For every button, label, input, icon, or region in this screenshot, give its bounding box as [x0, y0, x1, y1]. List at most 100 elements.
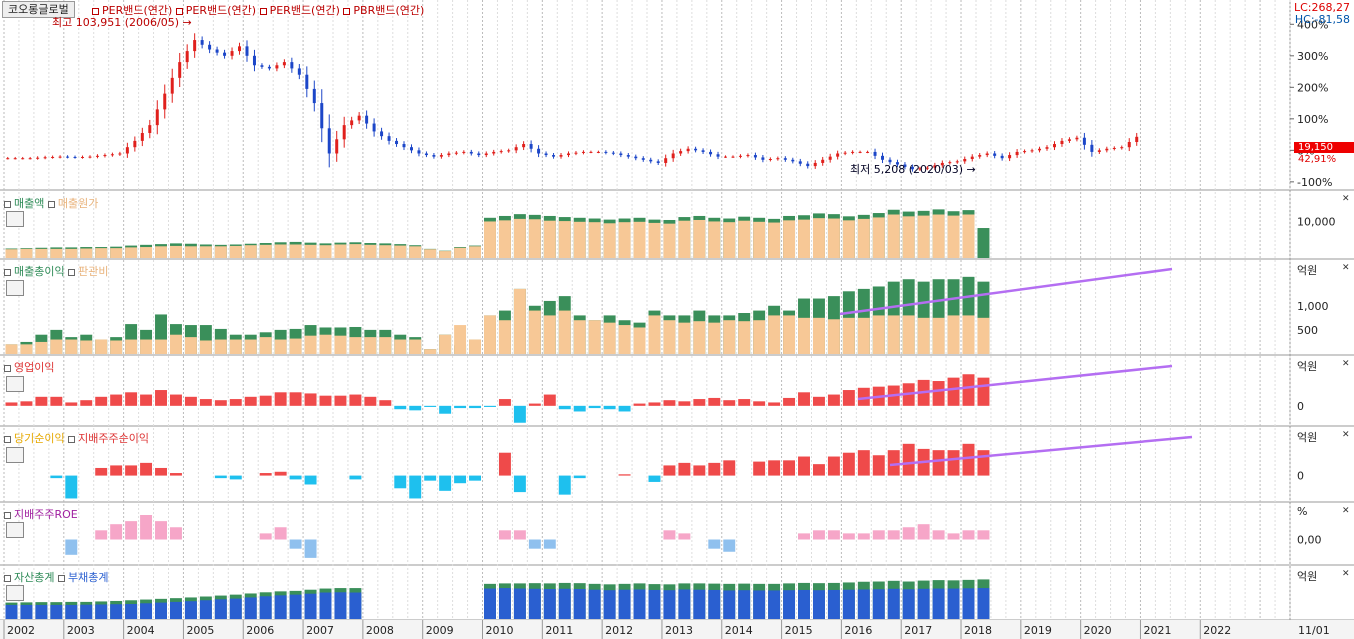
- op-bar: [274, 392, 287, 406]
- candle: [1015, 151, 1019, 156]
- candle: [252, 55, 256, 66]
- close-icon[interactable]: ✕: [1342, 194, 1350, 204]
- sales-bar: [229, 245, 242, 258]
- candle: [843, 152, 847, 154]
- op-bar: [768, 402, 781, 406]
- op-bar: [214, 400, 227, 406]
- chart-type-icon[interactable]: [6, 280, 24, 296]
- band-label-4[interactable]: PBR밴드(연간): [353, 4, 425, 17]
- gross-bar: [155, 339, 167, 354]
- net-bar: [214, 475, 227, 479]
- gross-bar: [753, 320, 766, 354]
- candle: [626, 155, 630, 157]
- legend-roe[interactable]: 지배주주ROE: [14, 508, 78, 521]
- op-bar: [708, 397, 721, 406]
- candle: [477, 153, 481, 156]
- candle: [267, 66, 271, 69]
- band-label-3[interactable]: PER밴드(연간): [269, 4, 340, 17]
- chart-type-icon[interactable]: [6, 447, 24, 463]
- candle: [634, 156, 638, 159]
- roe-bar: [155, 521, 167, 540]
- legend-sga[interactable]: 판관비: [78, 265, 109, 278]
- candle: [350, 120, 354, 126]
- candle: [948, 162, 952, 164]
- close-icon[interactable]: ✕: [1342, 506, 1350, 516]
- candle: [1067, 139, 1071, 141]
- assets-bar: [274, 595, 287, 619]
- sales-bar: [379, 245, 392, 258]
- candle: [738, 155, 742, 157]
- chart-type-icon[interactable]: [6, 211, 24, 227]
- candle: [155, 109, 159, 126]
- legend-liab[interactable]: 부채총계: [67, 571, 109, 584]
- sales-bar: [708, 221, 721, 258]
- band-label-1[interactable]: PER밴드(연간): [102, 4, 173, 17]
- gross-bar: [842, 317, 855, 354]
- close-icon[interactable]: ✕: [1342, 569, 1350, 579]
- net-bar: [169, 473, 182, 476]
- candle: [529, 144, 533, 149]
- price-tick-label: 400%: [1297, 18, 1328, 31]
- net-bar: [678, 462, 691, 476]
- legend-cost[interactable]: 매출원가: [57, 197, 99, 210]
- candle: [671, 153, 675, 159]
- assets-bar: [35, 604, 48, 619]
- candle: [95, 155, 99, 157]
- op-bar: [50, 396, 63, 406]
- legend-gross[interactable]: 매출총이익: [14, 265, 65, 278]
- sales-bar: [498, 220, 511, 258]
- axis-bg-sales: [1290, 191, 1354, 259]
- sales-bar: [693, 219, 706, 258]
- sales-bar: [364, 244, 377, 258]
- sales-bar: [125, 247, 138, 258]
- gross-bar: [768, 315, 781, 354]
- candle: [858, 151, 862, 153]
- op-bar: [289, 392, 302, 406]
- sales-bar: [887, 214, 900, 258]
- axis-bg-op: [1290, 356, 1354, 426]
- candle: [537, 148, 541, 154]
- x-tick-label: 2022: [1203, 624, 1231, 637]
- axis-bg-assets: [1290, 566, 1354, 620]
- gross-bar: [80, 340, 93, 354]
- sales-bar: [289, 244, 302, 258]
- net-bar: [857, 450, 870, 476]
- candle: [918, 168, 922, 170]
- chart-type-icon[interactable]: [6, 376, 24, 392]
- candle: [1097, 150, 1101, 152]
- candle: [88, 156, 92, 158]
- candle: [828, 156, 832, 160]
- assets-bar: [528, 588, 541, 619]
- close-icon[interactable]: ✕: [1342, 359, 1350, 369]
- candle: [963, 159, 967, 162]
- legend-owner-net[interactable]: 지배주주순이익: [78, 432, 149, 445]
- roe-bar: [902, 527, 915, 540]
- gross-bar: [723, 320, 736, 354]
- chart-type-icon[interactable]: [6, 522, 24, 538]
- chart-type-icon[interactable]: [6, 585, 24, 601]
- op-bar: [588, 405, 601, 409]
- net-bar: [289, 475, 302, 480]
- sales-bar: [857, 218, 870, 258]
- legend-op[interactable]: 영업이익: [14, 361, 55, 374]
- op-bar: [199, 399, 212, 406]
- close-icon[interactable]: ✕: [1342, 263, 1350, 273]
- stock-name-button[interactable]: 코오롱글로벌: [2, 1, 75, 18]
- op-bar: [469, 405, 482, 409]
- candle: [327, 128, 331, 154]
- op-bar: [5, 402, 18, 406]
- band-label-2[interactable]: PER밴드(연간): [185, 4, 257, 17]
- close-icon[interactable]: ✕: [1342, 430, 1350, 440]
- roe-bar: [543, 539, 556, 549]
- candle: [103, 155, 107, 157]
- legend-net[interactable]: 당기순이익: [14, 432, 65, 445]
- pane-title-net: 당기순이익 지배주주순이익: [4, 430, 149, 446]
- gross-bar: [977, 317, 990, 354]
- candle: [1038, 148, 1042, 151]
- legend-sales[interactable]: 매출액: [14, 197, 45, 210]
- candle: [664, 158, 668, 163]
- assets-bar: [289, 594, 302, 619]
- net-bar: [827, 456, 840, 476]
- op-bar: [349, 394, 362, 406]
- legend-assets[interactable]: 자산총계: [14, 571, 55, 584]
